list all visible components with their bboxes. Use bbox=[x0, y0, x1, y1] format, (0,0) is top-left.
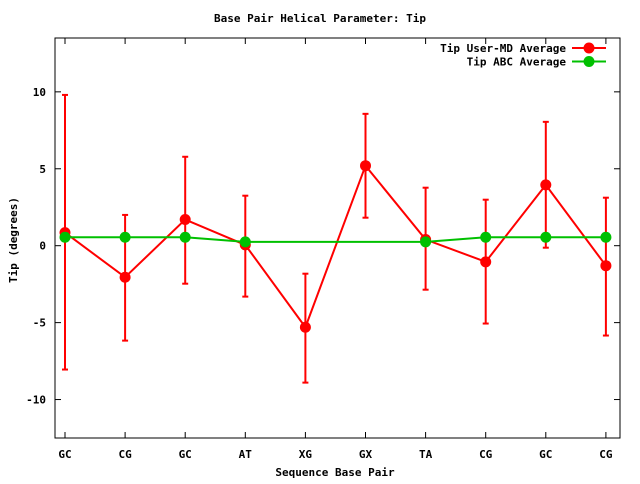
series-0 bbox=[59, 93, 612, 384]
x-tick-label: CG bbox=[479, 448, 493, 461]
data-point bbox=[600, 260, 612, 272]
x-tick-label: GX bbox=[359, 448, 373, 461]
legend-marker bbox=[583, 56, 595, 67]
x-tick-label: GC bbox=[58, 448, 71, 461]
y-axis-label: Tip (degrees) bbox=[7, 197, 20, 283]
x-tick-label: TA bbox=[419, 448, 433, 461]
data-point bbox=[540, 231, 552, 243]
series-line bbox=[64, 163, 607, 330]
legend-label: Tip ABC Average bbox=[467, 56, 567, 69]
data-point bbox=[480, 231, 492, 243]
y-tick-label: 5 bbox=[39, 163, 46, 176]
y-tick-label: 0 bbox=[39, 240, 46, 253]
y-tick-label: -5 bbox=[33, 317, 46, 330]
legend-label: Tip User-MD Average bbox=[440, 42, 566, 55]
x-tick-label: GC bbox=[539, 448, 552, 461]
data-point bbox=[119, 271, 131, 283]
x-tick-label: CG bbox=[599, 448, 613, 461]
y-tick-label: 10 bbox=[33, 86, 46, 99]
data-point bbox=[600, 231, 612, 243]
data-point bbox=[119, 231, 131, 243]
series-line bbox=[65, 236, 606, 243]
data-point bbox=[540, 179, 552, 191]
x-axis-label: Sequence Base Pair bbox=[275, 466, 395, 479]
series-1 bbox=[59, 231, 612, 248]
legend-marker bbox=[583, 42, 595, 54]
x-tick-label: GC bbox=[179, 448, 192, 461]
data-point bbox=[179, 231, 191, 243]
data-point bbox=[360, 160, 371, 172]
data-point bbox=[480, 256, 492, 268]
x-tick-label: CG bbox=[118, 448, 132, 461]
data-point bbox=[59, 231, 71, 243]
data-point bbox=[420, 236, 432, 248]
data-point bbox=[179, 214, 191, 226]
data-point bbox=[239, 236, 251, 248]
data-point bbox=[299, 321, 311, 333]
plot-frame bbox=[54, 37, 621, 439]
x-tick-label: XG bbox=[299, 448, 313, 461]
chart-title: Base Pair Helical Parameter: Tip bbox=[214, 12, 426, 25]
x-tick-label: AT bbox=[239, 448, 253, 461]
y-tick-label: -10 bbox=[26, 394, 46, 407]
